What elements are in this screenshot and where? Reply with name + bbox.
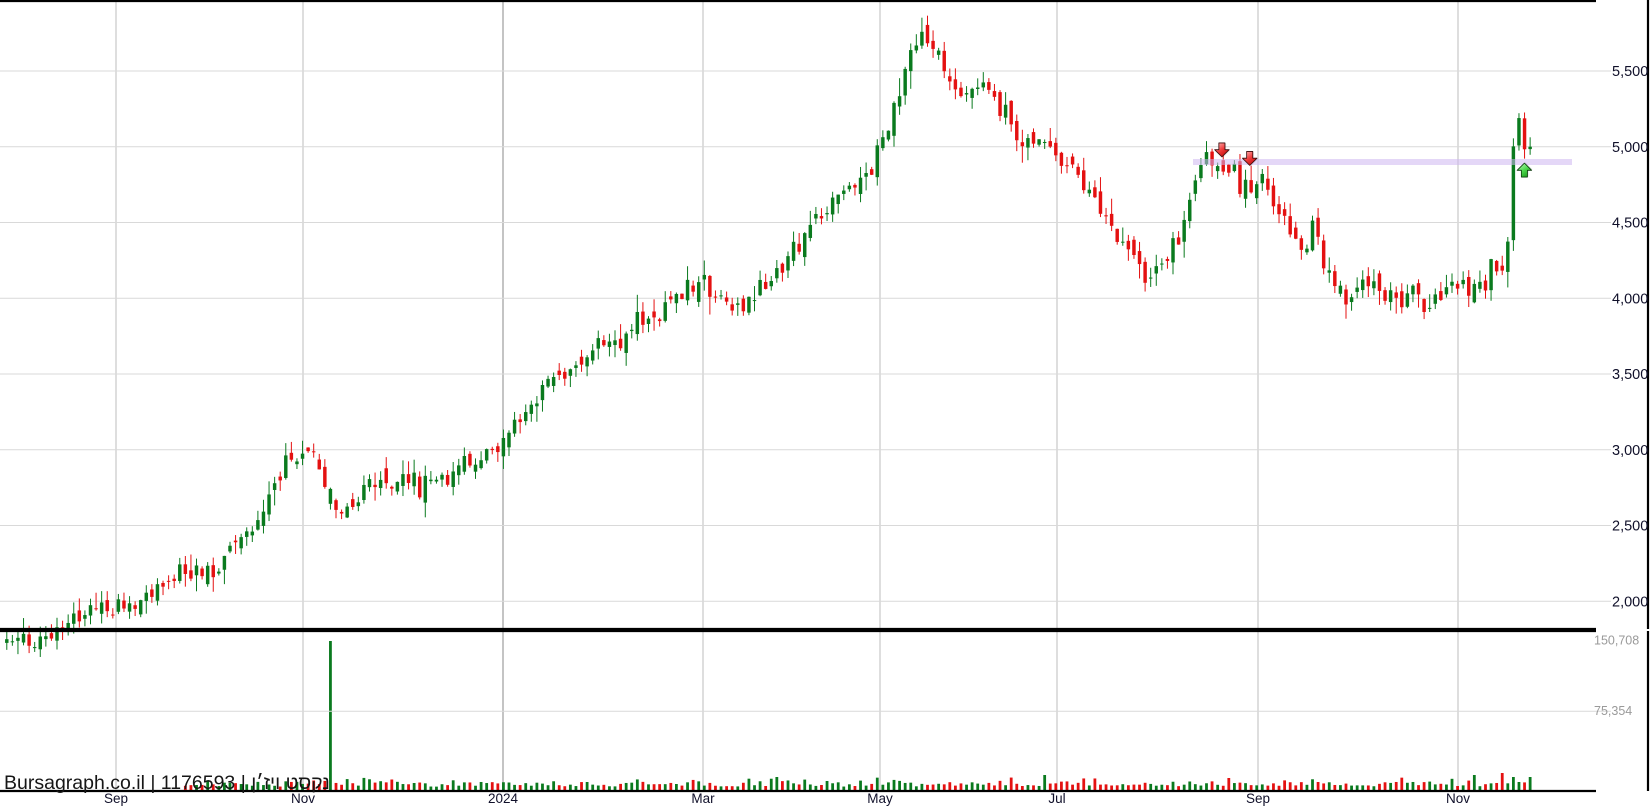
svg-text:2,500: 2,500 <box>1612 519 1648 535</box>
svg-text:3,500: 3,500 <box>1612 367 1648 383</box>
svg-text:Nov: Nov <box>1446 791 1470 806</box>
svg-text:3,000: 3,000 <box>1612 443 1648 459</box>
svg-text:4,000: 4,000 <box>1612 291 1648 307</box>
svg-text:2024: 2024 <box>488 791 519 806</box>
svg-text:Jul: Jul <box>1048 791 1065 806</box>
svg-text:May: May <box>867 791 893 806</box>
svg-text:150,708: 150,708 <box>1594 634 1639 648</box>
svg-text:5,000: 5,000 <box>1612 140 1648 156</box>
svg-text:Mar: Mar <box>691 791 715 806</box>
svg-text:75,354: 75,354 <box>1594 704 1632 718</box>
svg-text:Bursagraph.co.il | 1176593 | נ: Bursagraph.co.il | 1176593 | נקסט ויז׳ן <box>4 772 330 794</box>
svg-text:4,500: 4,500 <box>1612 216 1648 232</box>
svg-text:Sep: Sep <box>1246 791 1270 806</box>
svg-text:5,500: 5,500 <box>1612 64 1648 80</box>
svg-text:2,000: 2,000 <box>1612 594 1648 610</box>
